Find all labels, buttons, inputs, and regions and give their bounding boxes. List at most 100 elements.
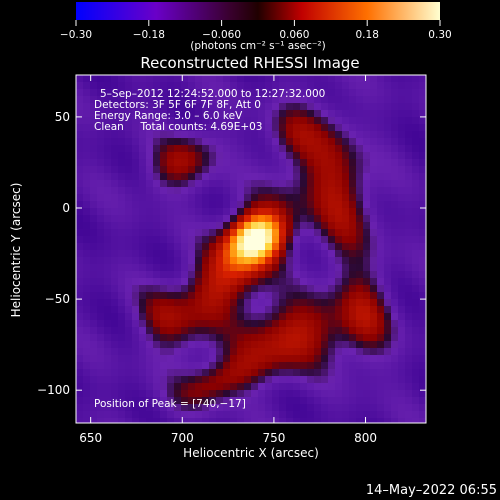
heatmap-cell <box>202 243 210 251</box>
heatmap-cell <box>377 285 385 293</box>
heatmap-cell <box>307 257 315 265</box>
heatmap-cell <box>300 89 308 97</box>
heatmap-cell <box>356 278 364 286</box>
heatmap-cell <box>300 152 308 160</box>
heatmap-cell <box>349 383 357 391</box>
heatmap-cell <box>265 110 273 118</box>
heatmap-cell <box>111 75 119 83</box>
heatmap-cell <box>139 138 147 146</box>
heatmap-cell <box>349 299 357 307</box>
heatmap-cell <box>412 376 420 384</box>
heatmap-cell <box>293 341 301 349</box>
heatmap-cell <box>125 404 133 412</box>
heatmap-cell <box>370 215 378 223</box>
heatmap-cell <box>293 89 301 97</box>
heatmap-cell <box>209 306 217 314</box>
heatmap-cell <box>160 82 168 90</box>
heatmap-cell <box>216 278 224 286</box>
heatmap-cell <box>258 180 266 188</box>
heatmap-cell <box>202 117 210 125</box>
heatmap-cell <box>314 404 322 412</box>
heatmap-cell <box>335 376 343 384</box>
heatmap-cell <box>202 173 210 181</box>
heatmap-cell <box>272 96 280 104</box>
heatmap-cell <box>384 236 392 244</box>
heatmap-cell <box>167 159 175 167</box>
heatmap-cell <box>377 208 385 216</box>
heatmap-cell <box>76 299 84 307</box>
heatmap-cell <box>377 201 385 209</box>
heatmap-cell <box>111 117 119 125</box>
heatmap-cell <box>335 194 343 202</box>
heatmap-cell <box>279 285 287 293</box>
heatmap-cell <box>251 187 259 195</box>
heatmap-cell <box>97 138 105 146</box>
heatmap-cell <box>335 166 343 174</box>
heatmap-cell <box>139 313 147 321</box>
heatmap-cell <box>146 152 154 160</box>
heatmap-cell <box>153 82 161 90</box>
heatmap-cell <box>258 152 266 160</box>
heatmap-cell <box>293 215 301 223</box>
heatmap-cell <box>307 194 315 202</box>
heatmap-cell <box>146 383 154 391</box>
heatmap-cell <box>272 208 280 216</box>
heatmap-cell <box>370 341 378 349</box>
heatmap-cell <box>223 236 231 244</box>
heatmap-cell <box>412 299 420 307</box>
heatmap-cell <box>384 306 392 314</box>
heatmap-cell <box>167 250 175 258</box>
heatmap-cell <box>321 397 329 405</box>
heatmap-cell <box>188 215 196 223</box>
heatmap-cell <box>419 236 426 244</box>
heatmap-cell <box>209 376 217 384</box>
heatmap-cell <box>195 299 203 307</box>
heatmap-cell <box>356 369 364 377</box>
heatmap-cell <box>139 75 147 83</box>
heatmap-cell <box>384 278 392 286</box>
heatmap-cell <box>328 418 336 423</box>
heatmap-cell <box>153 306 161 314</box>
heatmap-cell <box>272 341 280 349</box>
annotation-time: 5–Sep–2012 12:24:52.000 to 12:27:32.000 <box>100 88 325 100</box>
heatmap-cell <box>300 187 308 195</box>
heatmap-cell <box>216 327 224 335</box>
heatmap-cell <box>363 187 371 195</box>
heatmap-cell <box>419 103 426 111</box>
heatmap-cell <box>286 257 294 265</box>
heatmap-cell <box>153 152 161 160</box>
annotation-method: Clean Total counts: 4.69E+03 <box>94 121 263 133</box>
heatmap-cell <box>83 341 91 349</box>
heatmap-cell <box>118 250 126 258</box>
heatmap-cell <box>342 278 350 286</box>
heatmap-cell <box>125 229 133 237</box>
heatmap-cell <box>202 194 210 202</box>
heatmap-cell <box>223 250 231 258</box>
heatmap-cell <box>223 229 231 237</box>
heatmap-cell <box>230 411 238 419</box>
heatmap-cell <box>104 243 112 251</box>
heatmap-cell <box>272 124 280 132</box>
heatmap-cell <box>125 222 133 230</box>
heatmap-cell <box>335 250 343 258</box>
heatmap-cell <box>363 117 371 125</box>
heatmap-cell <box>251 180 259 188</box>
heatmap-cell <box>391 341 399 349</box>
heatmap-cell <box>97 173 105 181</box>
heatmap-cell <box>342 159 350 167</box>
heatmap-cell <box>223 411 231 419</box>
heatmap-cell <box>279 166 287 174</box>
heatmap-cell <box>188 236 196 244</box>
heatmap-cell <box>111 292 119 300</box>
heatmap-cell <box>97 278 105 286</box>
heatmap-cell <box>314 341 322 349</box>
heatmap-cell <box>384 299 392 307</box>
heatmap-cell <box>356 285 364 293</box>
heatmap-cell <box>209 418 217 423</box>
heatmap-cell <box>153 201 161 209</box>
heatmap-cell <box>307 390 315 398</box>
heatmap-cell <box>244 152 252 160</box>
heatmap-cell <box>314 222 322 230</box>
heatmap-cell <box>195 334 203 342</box>
heatmap-cell <box>363 271 371 279</box>
